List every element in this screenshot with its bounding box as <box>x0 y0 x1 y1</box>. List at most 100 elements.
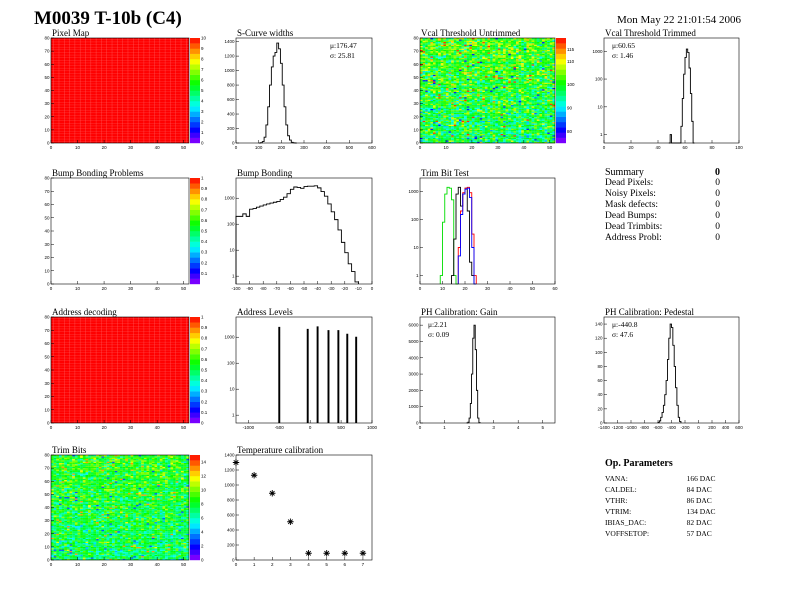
heatmap-cell <box>456 133 460 136</box>
heatmap-cell <box>531 43 535 45</box>
heatmap-cell <box>549 83 553 86</box>
heatmap-cell <box>453 123 457 125</box>
heatmap-cell <box>471 39 475 41</box>
heatmap-cell <box>526 66 530 69</box>
heatmap-cell <box>430 102 434 104</box>
heatmap-cell <box>500 43 504 45</box>
heatmap-cell <box>466 38 470 40</box>
heatmap-cell <box>534 127 537 129</box>
heatmap-cell <box>479 116 483 119</box>
heatmap-cell <box>432 70 436 73</box>
heatmap-cell <box>503 131 506 133</box>
heatmap-cell <box>497 140 501 142</box>
heatmap-cell <box>484 95 488 98</box>
heatmap-cell <box>456 110 460 112</box>
heatmap-cell <box>523 93 527 95</box>
heatmap-cell <box>510 132 514 134</box>
heatmap-cell <box>547 56 550 58</box>
heatmap-cell <box>445 56 449 58</box>
heatmap-cell <box>495 114 498 116</box>
heatmap-cell <box>458 89 462 91</box>
heatmap-cell <box>505 87 509 90</box>
heatmap-cell <box>516 70 519 73</box>
heatmap-cell <box>526 131 530 133</box>
heatmap-cell <box>549 102 553 104</box>
heatmap-cell <box>430 129 434 132</box>
heatmap-cell <box>490 111 493 113</box>
heatmap-cell <box>477 40 480 43</box>
heatmap-cell <box>427 103 431 106</box>
heatmap-cell <box>425 53 428 56</box>
heatmap-cell <box>552 47 556 49</box>
heatmap-cell <box>539 90 543 92</box>
heatmap-cell <box>492 51 496 53</box>
heatmap-cell <box>466 41 470 44</box>
heatmap-cell <box>521 132 524 134</box>
heatmap-cell <box>552 86 556 88</box>
heatmap-cell <box>445 57 449 60</box>
heatmap-cell <box>456 61 460 64</box>
heatmap-cell <box>482 127 486 129</box>
heatmap-cell <box>440 44 444 46</box>
heatmap-cell <box>495 45 498 48</box>
heatmap-cell <box>461 86 465 88</box>
heatmap-cell <box>503 68 506 70</box>
heatmap-cell <box>516 52 519 54</box>
heatmap-cell <box>443 115 447 117</box>
heatmap-cell <box>490 57 493 60</box>
heatmap-cell <box>505 53 509 56</box>
heatmap-cell <box>464 93 467 95</box>
heatmap-cell <box>492 90 496 92</box>
heatmap-cell <box>505 108 509 111</box>
heatmap-cell <box>487 77 491 79</box>
heatmap-cell <box>445 111 449 113</box>
heatmap-cell <box>432 91 436 94</box>
heatmap-cell <box>458 127 462 129</box>
heatmap-cell <box>445 61 449 64</box>
heatmap-cell <box>534 101 537 103</box>
heatmap-cell <box>505 51 509 53</box>
heatmap-cell <box>422 55 426 57</box>
heatmap-cell <box>500 38 504 40</box>
heatmap-cell <box>453 140 457 142</box>
heatmap-cell <box>477 77 480 79</box>
heatmap-cell <box>448 98 452 100</box>
heatmap-cell <box>479 83 483 86</box>
heatmap-cell <box>529 43 532 45</box>
heatmap-cell <box>420 127 423 129</box>
heatmap-cell <box>544 102 548 104</box>
palette-swatch <box>190 354 200 360</box>
heatmap-cell <box>122 558 126 561</box>
heatmap-cell <box>549 73 553 75</box>
heatmap-cell <box>458 108 462 111</box>
y-tick-label: 200 <box>227 126 235 131</box>
heatmap-cell <box>72 558 75 561</box>
heatmap-cell <box>464 38 467 40</box>
heatmap-cell <box>104 557 107 559</box>
heatmap-cell <box>497 41 501 44</box>
heatmap-cell <box>518 112 522 115</box>
heatmap-cell <box>510 102 514 104</box>
heatmap-cell <box>482 115 486 117</box>
heatmap-cell <box>458 133 462 136</box>
heatmap-cell <box>466 39 470 41</box>
heatmap-cell <box>497 136 501 138</box>
heatmap-cell <box>453 82 457 85</box>
heatmap-cell <box>523 133 527 136</box>
heatmap-cell <box>539 103 543 106</box>
heatmap-cell <box>477 41 480 44</box>
heatmap-cell <box>466 129 470 132</box>
heatmap-cell <box>471 124 475 127</box>
heatmap-cell <box>516 128 519 130</box>
x-tick-label: 40 <box>155 145 161 150</box>
heatmap-cell <box>420 56 423 58</box>
heatmap-cell <box>513 133 517 136</box>
heatmap-cell <box>497 55 501 57</box>
y-tick-label: 80 <box>44 315 50 320</box>
heatmap-cell <box>451 55 454 57</box>
heatmap-cell <box>432 38 436 40</box>
heatmap-cell <box>438 53 441 56</box>
heatmap-cell <box>425 133 428 136</box>
heatmap-cell <box>513 99 517 102</box>
heatmap-cell <box>427 132 431 134</box>
